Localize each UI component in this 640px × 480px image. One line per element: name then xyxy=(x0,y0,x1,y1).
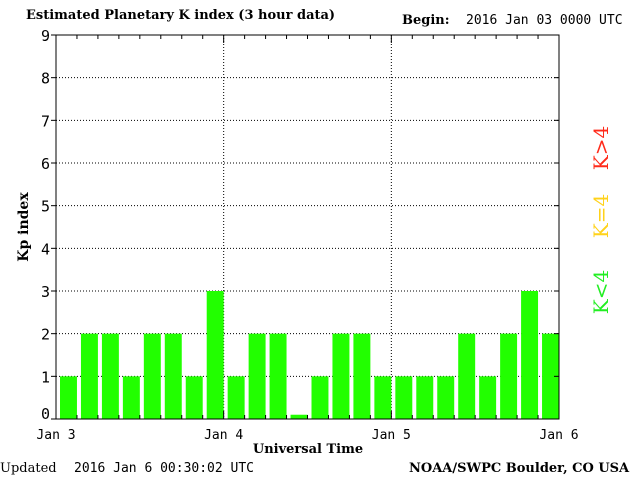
y-tick-label: 8 xyxy=(41,70,50,88)
y-tick-label: 5 xyxy=(41,198,50,216)
kp-bar xyxy=(332,333,350,419)
kp-bar xyxy=(542,333,559,419)
kp-bar xyxy=(122,376,140,419)
kp-bar xyxy=(101,333,119,419)
kp-bar xyxy=(143,333,161,419)
y-axis-label: Kp index xyxy=(16,192,32,262)
x-tick-label: Jan 6 xyxy=(539,428,578,443)
x-tick-label: Jan 5 xyxy=(372,428,411,443)
kp-bar xyxy=(500,333,518,419)
y-tick-label: 9 xyxy=(41,27,50,45)
y-tick-label: 1 xyxy=(41,368,50,386)
kp-bar xyxy=(521,291,539,419)
legend-layer: K>4 K=4 K<4 xyxy=(589,126,613,314)
begin-label: Begin: xyxy=(402,13,450,28)
kp-bar xyxy=(458,333,476,419)
kp-bar xyxy=(269,333,287,419)
legend-entry: K<4 xyxy=(589,270,613,314)
y-tick-label: 4 xyxy=(41,240,50,258)
kp-bar xyxy=(164,333,182,419)
updated-value: 2016 Jan 6 00:30:02 UTC xyxy=(74,461,255,476)
kp-bar xyxy=(227,376,245,419)
kp-bar xyxy=(248,333,266,419)
bar-layer xyxy=(60,291,559,419)
y-tick-label: 2 xyxy=(41,326,50,344)
y-tick-label: 3 xyxy=(41,283,50,301)
legend-entry: K>4 xyxy=(589,126,613,170)
kp-bar xyxy=(374,376,392,419)
kp-bar xyxy=(395,376,413,419)
x-tick-label: Jan 3 xyxy=(36,428,75,443)
y-tick-label: 6 xyxy=(41,155,50,173)
chart-title: Estimated Planetary K index (3 hour data… xyxy=(26,8,336,23)
kp-bar xyxy=(290,414,308,419)
kp-bar xyxy=(206,291,224,419)
source-credit: NOAA/SWPC Boulder, CO USA xyxy=(409,461,630,476)
kp-bar xyxy=(353,333,371,419)
kp-bar xyxy=(479,376,497,419)
x-tick-label: Jan 4 xyxy=(204,428,243,443)
kp-bar xyxy=(311,376,329,419)
x-axis-label: Universal Time xyxy=(253,442,363,457)
grid-layer xyxy=(56,35,559,419)
begin-value: 2016 Jan 03 0000 UTC xyxy=(466,13,623,28)
y-tick-label: 0 xyxy=(41,405,50,423)
kp-bar xyxy=(437,376,455,419)
updated-label: Updated xyxy=(0,461,57,476)
label-layer: 0 1 2 3 4 5 6 7 8 9 Jan 3 Jan 4 Jan 5 Jan 6 Universal … xyxy=(16,27,579,457)
kp-bar xyxy=(416,376,434,419)
kp-bar xyxy=(60,376,77,419)
tick-layer xyxy=(51,34,560,420)
kp-bar xyxy=(80,333,98,419)
y-tick-label: 7 xyxy=(41,112,50,130)
kp-bar xyxy=(185,376,203,419)
legend-entry: K=4 xyxy=(589,194,613,238)
plot-frame xyxy=(55,34,560,420)
